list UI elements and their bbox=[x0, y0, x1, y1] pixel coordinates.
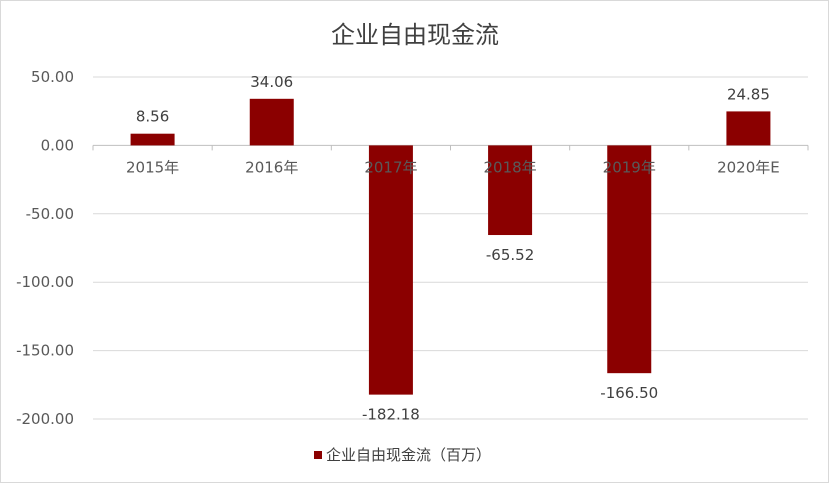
y-axis-ticks: 50.00 0.00 -50.00 -100.00 -150.00 -200.00 bbox=[16, 68, 74, 428]
x-category-label: 2017年 bbox=[364, 158, 417, 176]
bar bbox=[607, 145, 652, 374]
bar bbox=[130, 133, 175, 146]
y-tick-label: -100.00 bbox=[16, 273, 74, 291]
data-label: 34.06 bbox=[250, 73, 293, 91]
legend-swatch bbox=[314, 451, 322, 459]
legend: 企业自由现金流（百万） bbox=[314, 446, 491, 464]
data-label: -65.52 bbox=[486, 246, 534, 264]
bars bbox=[130, 98, 771, 395]
y-tick-label: -200.00 bbox=[16, 410, 74, 428]
bar bbox=[249, 98, 294, 146]
chart-title: 企业自由现金流 bbox=[331, 21, 499, 49]
x-category-label: 2015年 bbox=[126, 158, 179, 176]
bar bbox=[488, 145, 533, 236]
bar bbox=[726, 111, 771, 146]
x-axis-labels: 2015年 2016年 2017年 2018年 2019年 2020年E bbox=[126, 158, 780, 176]
data-label: 24.85 bbox=[727, 85, 770, 103]
y-tick-label: 0.00 bbox=[41, 136, 74, 154]
x-category-label: 2016年 bbox=[245, 158, 298, 176]
x-category-label: 2018年 bbox=[483, 158, 536, 176]
data-labels: 8.56 34.06 -182.18 -65.52 -166.50 24.85 bbox=[136, 73, 770, 424]
data-label: -166.50 bbox=[600, 384, 658, 402]
y-tick-label: 50.00 bbox=[31, 68, 74, 86]
y-tick-label: -150.00 bbox=[16, 342, 74, 360]
bar bbox=[368, 145, 413, 395]
legend-label: 企业自由现金流（百万） bbox=[326, 446, 491, 464]
y-tick-label: -50.00 bbox=[26, 205, 74, 223]
x-category-label: 2019年 bbox=[603, 158, 656, 176]
data-label: 8.56 bbox=[136, 108, 169, 126]
x-category-label: 2020年E bbox=[717, 158, 780, 176]
gridlines bbox=[92, 76, 809, 420]
data-label: -182.18 bbox=[362, 406, 420, 424]
